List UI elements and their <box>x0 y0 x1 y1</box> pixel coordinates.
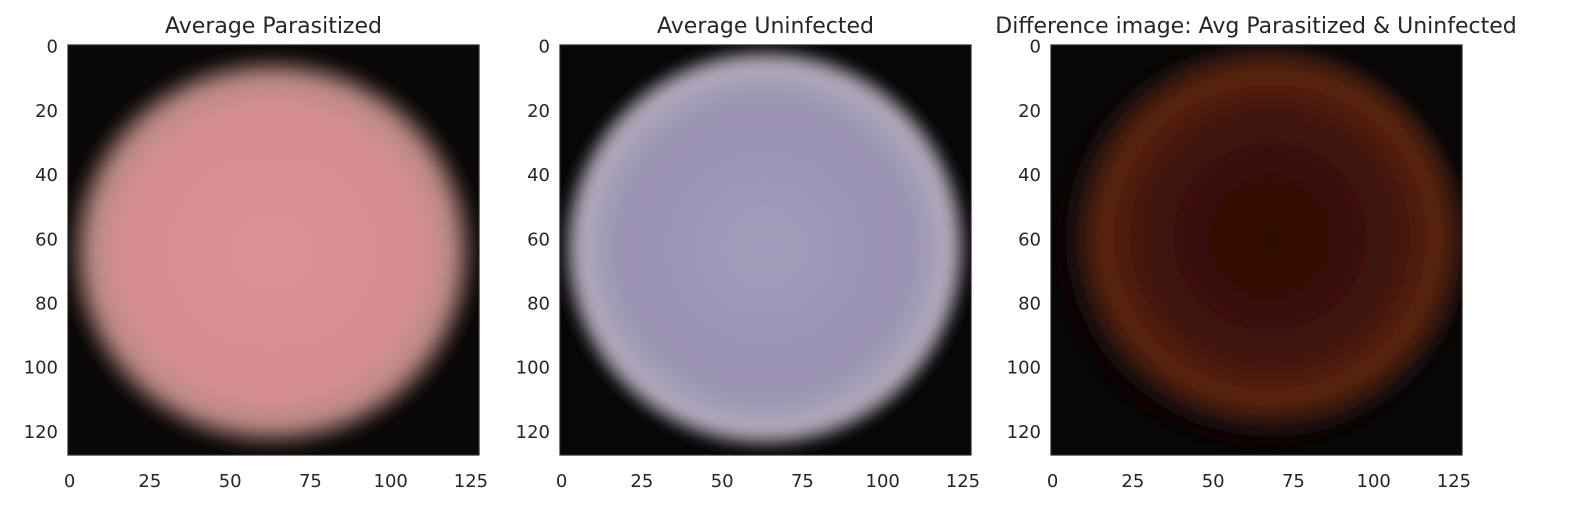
x-tick-label: 100 <box>866 471 900 492</box>
panel-average-uninfected: Average Uninfected 0 20 40 60 80 100 120 0 25 50… <box>516 14 981 492</box>
x-tick-labels: 0 25 50 75 100 125 <box>1047 471 1471 492</box>
x-tick-label: 0 <box>64 471 75 492</box>
x-tick-label: 25 <box>138 471 161 492</box>
x-tick-label: 50 <box>219 471 242 492</box>
x-tick-label: 0 <box>556 471 567 492</box>
x-tick-labels: 0 25 50 75 100 125 <box>64 471 488 492</box>
y-tick-label: 120 <box>24 422 58 443</box>
y-tick-label: 0 <box>1030 37 1041 58</box>
y-tick-labels: 0 20 40 60 80 100 120 <box>24 37 58 443</box>
panel-average-parasitized: Average Parasitized 0 20 40 60 80 100 120 0 25 5… <box>24 14 489 492</box>
x-tick-label: 0 <box>1047 471 1058 492</box>
x-tick-label: 125 <box>1437 471 1471 492</box>
y-tick-label: 60 <box>35 229 58 250</box>
panel-title: Average Uninfected <box>657 14 874 39</box>
x-tick-label: 75 <box>791 471 814 492</box>
axes-frame <box>559 44 972 456</box>
x-tick-label: 50 <box>1202 471 1225 492</box>
y-tick-label: 100 <box>1007 358 1041 379</box>
y-tick-label: 60 <box>527 229 550 250</box>
difference-cell-image <box>1051 45 1462 455</box>
y-tick-label: 120 <box>516 422 550 443</box>
y-tick-labels: 0 20 40 60 80 100 120 <box>516 37 550 443</box>
panel-title: Difference image: Avg Parasitized & Unin… <box>995 14 1516 39</box>
panel-title: Average Parasitized <box>165 14 382 39</box>
x-tick-labels: 0 25 50 75 100 125 <box>556 471 980 492</box>
x-tick-label: 100 <box>374 471 408 492</box>
axes-frame <box>1050 44 1463 456</box>
x-tick-label: 75 <box>1282 471 1305 492</box>
y-tick-label: 20 <box>1018 101 1041 122</box>
y-tick-label: 100 <box>24 358 58 379</box>
y-tick-label: 120 <box>1007 422 1041 443</box>
y-tick-label: 20 <box>527 101 550 122</box>
x-tick-label: 50 <box>711 471 734 492</box>
x-tick-label: 125 <box>454 471 488 492</box>
y-tick-label: 60 <box>1018 229 1041 250</box>
y-tick-label: 20 <box>35 101 58 122</box>
x-tick-label: 75 <box>299 471 322 492</box>
y-tick-label: 0 <box>539 37 550 58</box>
cell-body <box>1057 45 1462 445</box>
x-tick-label: 100 <box>1357 471 1391 492</box>
y-tick-label: 100 <box>516 358 550 379</box>
panel-difference-image: Difference image: Avg Parasitized & Unin… <box>995 14 1516 492</box>
y-tick-label: 40 <box>35 165 58 186</box>
axes-frame <box>67 44 480 456</box>
y-tick-label: 80 <box>1018 293 1041 314</box>
parasitized-cell-image <box>68 45 479 455</box>
uninfected-cell-image <box>560 45 971 455</box>
x-tick-label: 125 <box>946 471 980 492</box>
y-tick-label: 40 <box>1018 165 1041 186</box>
x-tick-label: 25 <box>630 471 653 492</box>
y-tick-labels: 0 20 40 60 80 100 120 <box>1007 37 1041 443</box>
cell-body <box>68 52 479 452</box>
x-tick-label: 25 <box>1121 471 1144 492</box>
y-tick-label: 0 <box>47 37 58 58</box>
y-tick-label: 80 <box>527 293 550 314</box>
y-tick-label: 40 <box>527 165 550 186</box>
cell-body <box>560 45 970 451</box>
y-tick-label: 80 <box>35 293 58 314</box>
